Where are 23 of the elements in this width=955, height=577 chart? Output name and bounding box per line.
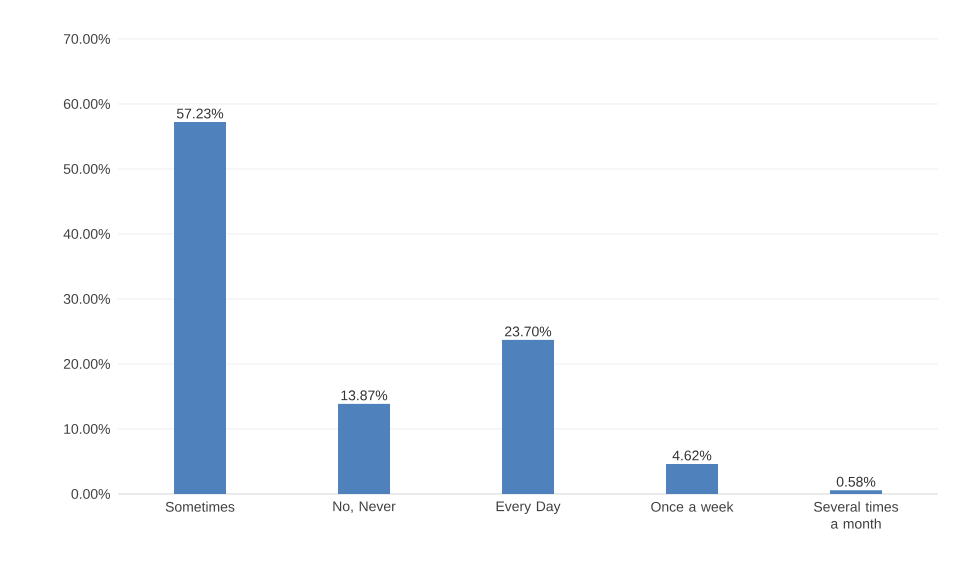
y-tick-label: 50.00%	[64, 164, 110, 174]
bar	[666, 464, 718, 494]
x-tick-label: No, Never	[333, 502, 396, 513]
data-label: 0.58%	[836, 476, 876, 487]
y-tick-label: 10.00%	[64, 424, 110, 434]
data-label: 13.87%	[341, 390, 388, 400]
y-tick-label: 70.00%	[64, 34, 110, 44]
bar	[502, 340, 554, 494]
x-tick-label: Every Day	[496, 502, 561, 514]
x-tick-label: Several times a month	[814, 502, 898, 529]
y-tick-label: 0.00%	[71, 489, 110, 499]
data-label: 57.23%	[176, 108, 224, 118]
bar	[174, 122, 226, 494]
y-tick-label: 40.00%	[63, 229, 110, 239]
bar	[338, 404, 390, 494]
bar	[830, 490, 882, 494]
y-tick-label: 60.00%	[64, 99, 110, 109]
data-label: 23.70%	[505, 326, 552, 336]
data-label: 4.62%	[672, 450, 712, 460]
x-tick-label: Once a week	[651, 502, 734, 512]
x-tick-label: Sometimes	[166, 502, 234, 512]
y-tick-label: 20.00%	[64, 359, 110, 369]
y-tick-label: 30.00%	[64, 294, 110, 304]
